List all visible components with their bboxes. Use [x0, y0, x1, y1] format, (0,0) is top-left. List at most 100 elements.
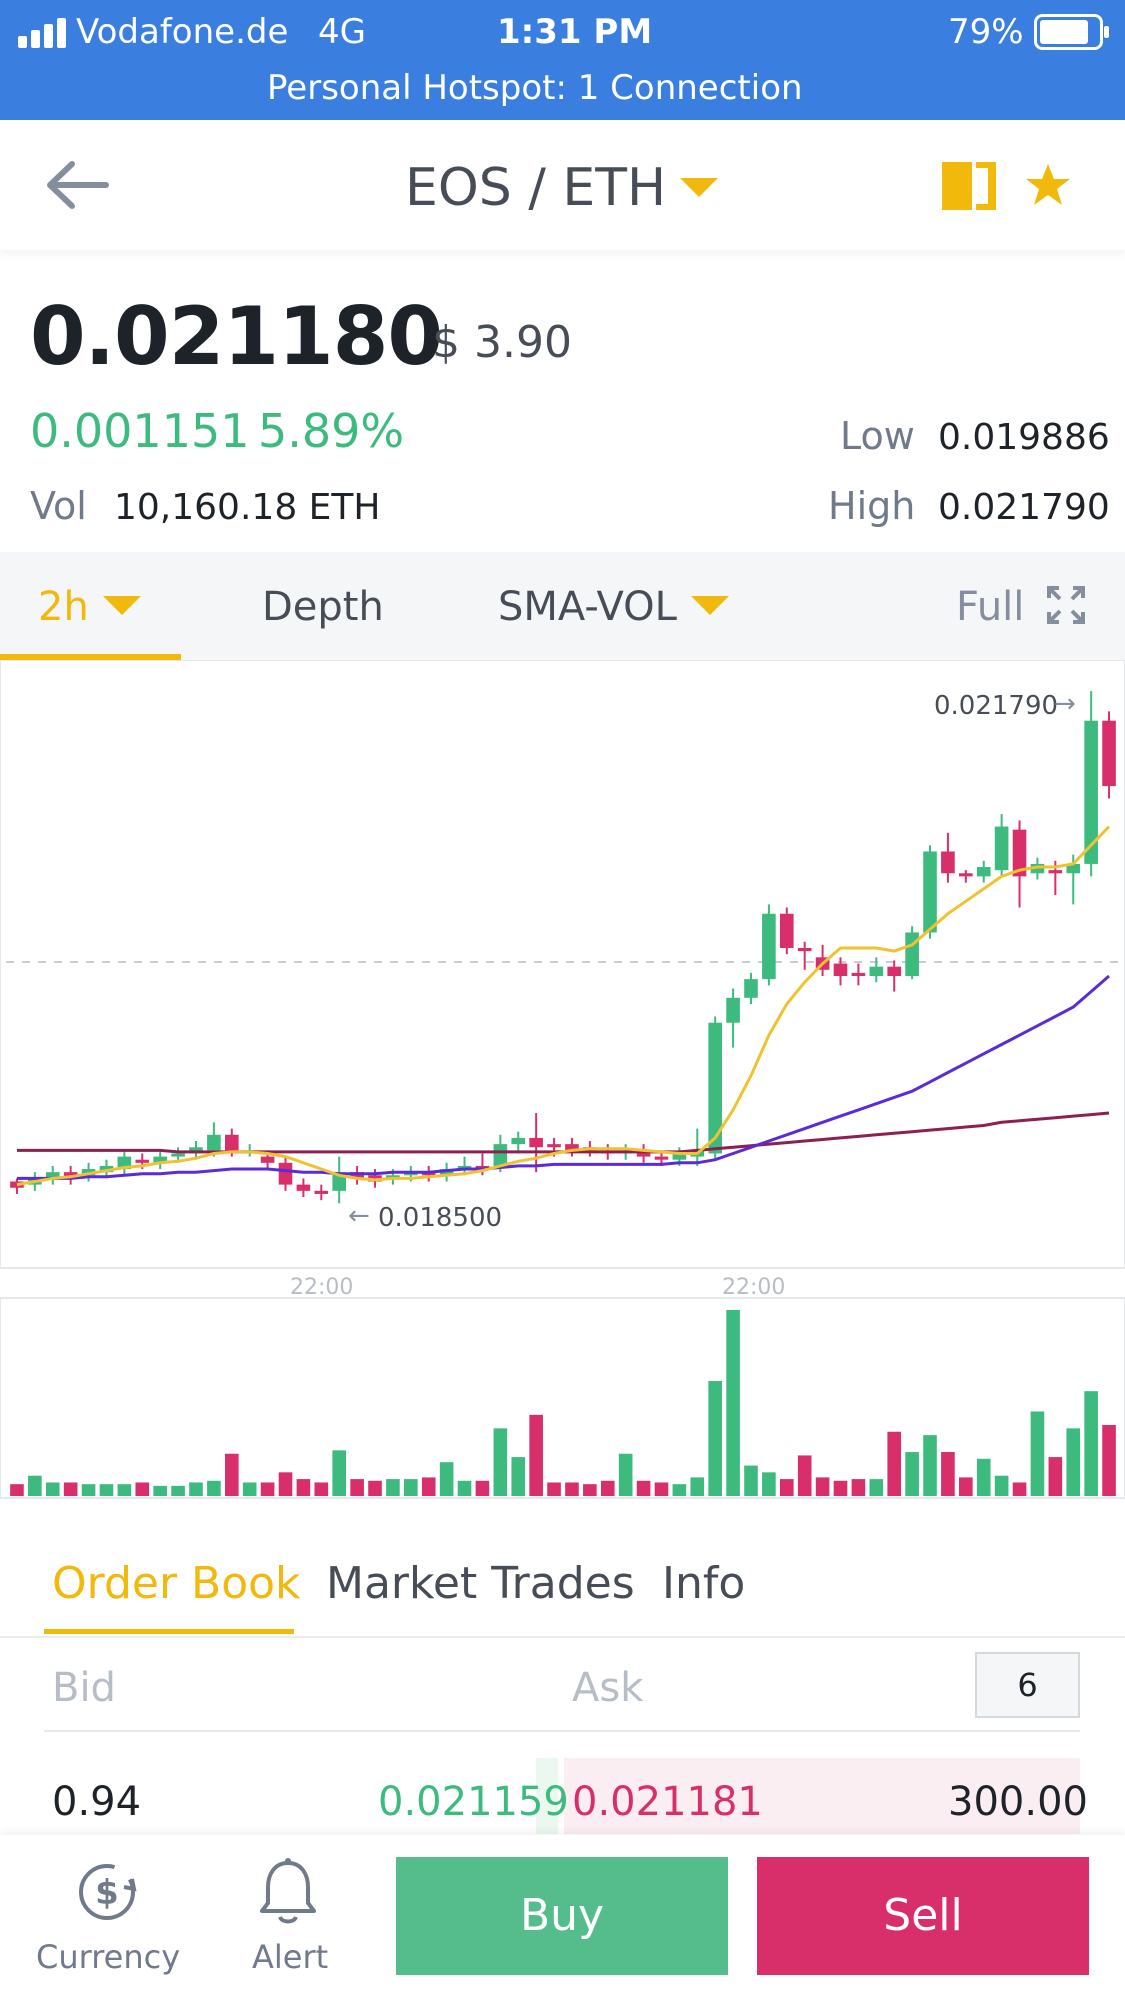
volume-bar — [1012, 1482, 1027, 1496]
candle-body — [386, 1175, 400, 1179]
star-icon[interactable] — [1024, 162, 1072, 208]
arrow-right-icon: → — [1054, 689, 1076, 719]
interval-label: 2h — [38, 584, 89, 630]
alert-label: Alert — [252, 1938, 329, 1976]
volume-bar — [1102, 1424, 1116, 1496]
bid-amount: 0.94 — [52, 1779, 142, 1825]
ask-depth-bar — [564, 1758, 1080, 1834]
hotspot-banner[interactable]: Personal Hotspot: 1 Connection — [267, 68, 803, 108]
volume-bar — [887, 1431, 902, 1496]
volume-bar — [117, 1484, 132, 1496]
vol-value: 10,160.18 ETH — [114, 487, 381, 528]
ask-price: 0.021181 — [572, 1779, 763, 1825]
chart-high-label: 0.021790 — [934, 691, 1058, 721]
dropdown-triangle-icon — [102, 595, 141, 615]
volume-bar — [28, 1475, 42, 1496]
currency-button[interactable]: $ Currency — [30, 1835, 190, 2001]
candle-body — [994, 826, 1009, 871]
candle-body — [260, 1156, 275, 1163]
volume-bar — [565, 1482, 579, 1496]
volume-panel — [0, 1297, 1125, 1499]
volume-bar — [959, 1477, 973, 1496]
volume-bar — [45, 1482, 60, 1496]
volume-bar — [457, 1480, 472, 1496]
volume-bar — [207, 1480, 221, 1496]
volume-bar — [350, 1479, 364, 1496]
candle-body — [833, 963, 848, 977]
volume-bar — [475, 1480, 490, 1496]
volume-bar — [242, 1482, 257, 1496]
candle-panel — [0, 659, 1125, 1269]
candle-body — [314, 1190, 329, 1194]
candle-body — [565, 1144, 579, 1151]
candle-body — [45, 1172, 60, 1179]
tab-market-trades[interactable]: Market Trades — [326, 1558, 635, 1609]
vol-label: Vol — [30, 484, 87, 528]
low-value: 0.019886 — [938, 417, 1110, 458]
volume-bar — [386, 1479, 400, 1496]
volume-bar — [1030, 1411, 1045, 1496]
volume-bar — [797, 1455, 812, 1496]
volume-bar — [439, 1462, 454, 1496]
volume-bar — [690, 1477, 705, 1496]
volume-bar — [583, 1484, 597, 1496]
interval-tab[interactable]: 2h — [38, 582, 141, 632]
network-type: 4G — [318, 12, 366, 52]
candle-body — [654, 1156, 669, 1160]
volume-bar — [762, 1472, 776, 1496]
tab-order-book[interactable]: Order Book — [52, 1558, 301, 1609]
candle-body — [368, 1175, 382, 1182]
active-tab-underline — [44, 1629, 294, 1634]
volume-bar — [224, 1453, 239, 1496]
candle-body — [744, 979, 758, 998]
high-value: 0.021790 — [938, 487, 1110, 528]
split-view-icon[interactable] — [942, 162, 996, 210]
volume-bar — [1066, 1428, 1081, 1496]
volume-bar — [726, 1310, 740, 1496]
chart-low-label: 0.018500 — [378, 1203, 502, 1233]
candle-body — [762, 913, 776, 980]
chart-tabs: 2h Depth SMA-VOL Full — [0, 552, 1125, 660]
low-label: Low — [840, 414, 915, 458]
depth-tab[interactable]: Depth — [262, 584, 384, 630]
candle-body — [959, 873, 973, 877]
volume-bar — [260, 1482, 275, 1496]
price-chart[interactable]: 0.021790 → ← 0.018500 22:00 22:00 — [0, 659, 1125, 1500]
volume-bar — [636, 1480, 651, 1496]
candle-body — [224, 1134, 239, 1151]
candle-body — [1102, 720, 1116, 787]
svg-text:$: $ — [95, 1873, 119, 1913]
tabs-divider — [0, 1636, 1125, 1638]
currency-icon: $ — [79, 1864, 137, 1920]
bottom-action-bar: $ Currency Alert Buy Sell — [0, 1835, 1125, 2001]
sell-button[interactable]: Sell — [757, 1857, 1089, 1975]
pair-name: EOS / ETH — [405, 158, 667, 218]
alert-button[interactable]: Alert — [240, 1835, 340, 2001]
back-arrow-icon[interactable] — [44, 158, 110, 212]
ma7-line — [16, 825, 1111, 1187]
indicator-tab[interactable]: SMA-VOL — [498, 582, 729, 632]
candlestick-chart[interactable]: 0.021790 → ← 0.018500 22:00 22:00 — [0, 659, 1125, 1500]
fullscreen-tab[interactable]: Full — [956, 582, 1086, 632]
ask-amount: 300.00 — [948, 1779, 1088, 1825]
candle-body — [135, 1159, 150, 1163]
pair-title[interactable]: EOS / ETH — [405, 158, 719, 218]
candle-body — [976, 867, 991, 877]
volume-bar — [869, 1479, 884, 1496]
volume-bar — [672, 1484, 687, 1496]
volume-bar — [547, 1482, 561, 1496]
ma25-line — [17, 974, 1110, 1180]
depth-select[interactable]: 6 — [975, 1652, 1080, 1718]
volume-bar — [296, 1479, 311, 1496]
candle-body — [153, 1156, 167, 1163]
volume-bar — [618, 1453, 633, 1496]
buy-button[interactable]: Buy — [396, 1857, 728, 1975]
candle-body — [278, 1162, 293, 1185]
volume-bar — [314, 1482, 329, 1496]
signal-icon — [18, 18, 66, 48]
volume-bar — [923, 1435, 937, 1496]
volume-bar — [332, 1450, 347, 1496]
candle-body — [350, 1172, 364, 1179]
battery-icon — [1034, 14, 1109, 50]
tab-info[interactable]: Info — [662, 1558, 746, 1609]
